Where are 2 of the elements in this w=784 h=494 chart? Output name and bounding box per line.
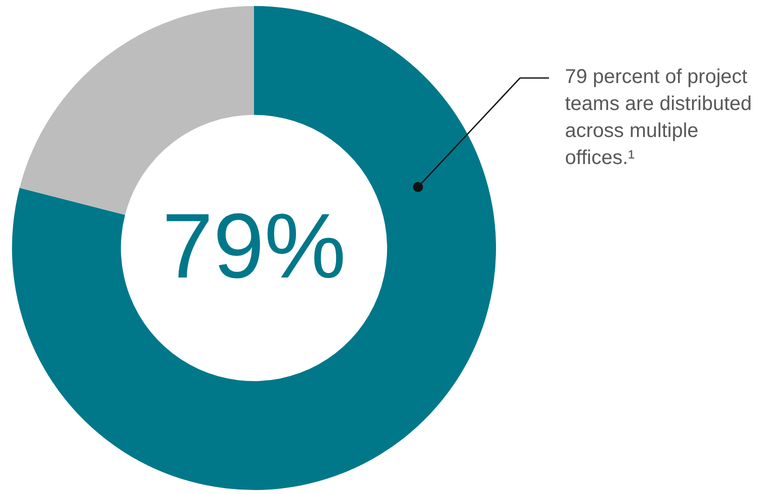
data-label: 79% bbox=[162, 195, 346, 298]
text: 79 percent of project teams are distributed across multiple offices.¹ bbox=[565, 65, 753, 171]
